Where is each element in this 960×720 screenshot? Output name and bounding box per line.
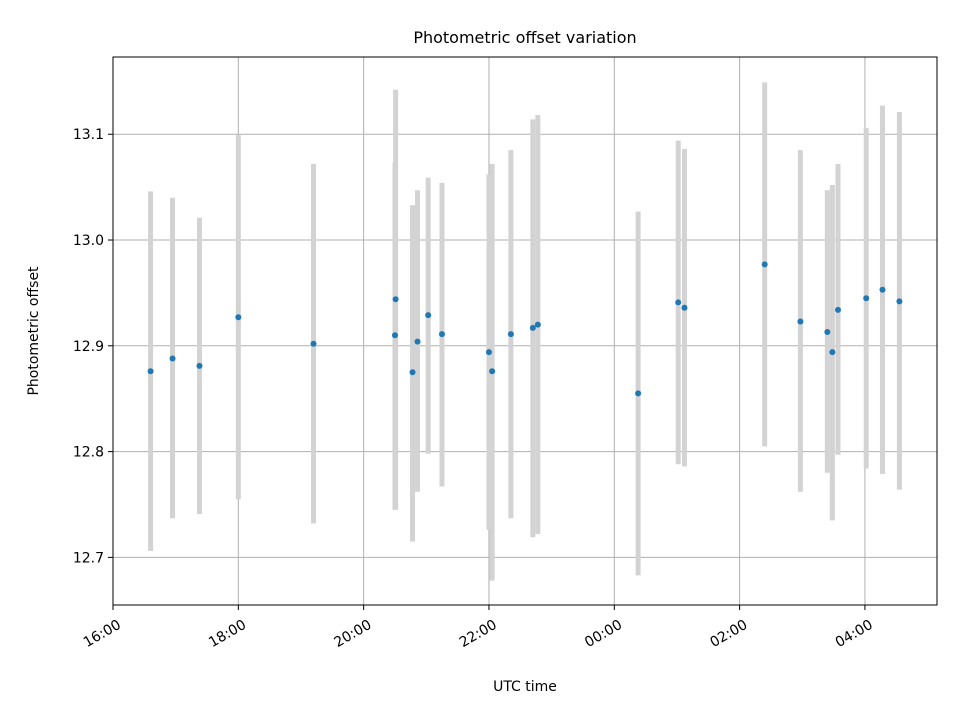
data-point (681, 304, 688, 311)
x-axis-label: UTC time (493, 679, 557, 695)
y-axis-ticks: 12.7 12.8 12.9 13.0 13.1 (73, 127, 113, 566)
data-points (147, 261, 903, 397)
data-point (507, 331, 514, 338)
data-point (863, 295, 870, 302)
y-tick-label: 12.9 (73, 339, 104, 355)
data-point (761, 261, 768, 268)
data-point (824, 329, 831, 336)
data-point (438, 331, 445, 338)
x-tick-label: 04:00 (833, 617, 876, 651)
data-point (529, 324, 536, 331)
y-tick-label: 13.0 (73, 233, 104, 249)
data-point (196, 362, 203, 369)
y-tick-label: 12.7 (73, 550, 104, 566)
chart-title: Photometric offset variation (413, 28, 636, 47)
x-axis-ticks: 16:00 18:00 20:00 22:00 00:00 02:00 04:00 (81, 605, 876, 651)
data-point (391, 332, 398, 339)
error-bars (148, 82, 902, 581)
data-point (834, 306, 841, 313)
x-tick-label: 00:00 (582, 617, 625, 651)
data-point (425, 312, 432, 319)
data-point (409, 369, 416, 376)
x-tick-label: 20:00 (331, 617, 374, 651)
x-tick-label: 18:00 (206, 617, 249, 651)
y-tick-label: 12.8 (73, 445, 104, 461)
data-point (879, 286, 886, 293)
data-point (675, 299, 682, 306)
data-point (147, 368, 154, 375)
data-point (896, 298, 903, 305)
y-axis-label: Photometric offset (26, 266, 42, 396)
data-point (169, 355, 176, 362)
data-point (392, 296, 399, 303)
data-point (485, 349, 492, 356)
data-point (635, 390, 642, 397)
y-tick-label: 13.1 (73, 127, 104, 143)
data-point (534, 321, 541, 328)
plot-frame (112, 56, 938, 606)
x-tick-label: 22:00 (457, 617, 500, 651)
x-tick-label: 16:00 (81, 617, 124, 651)
x-tick-label: 02:00 (707, 617, 750, 651)
data-point (489, 368, 496, 375)
data-point (829, 349, 836, 356)
data-point (797, 318, 804, 325)
data-point (310, 340, 317, 347)
data-point (235, 314, 242, 321)
data-point (414, 338, 421, 345)
